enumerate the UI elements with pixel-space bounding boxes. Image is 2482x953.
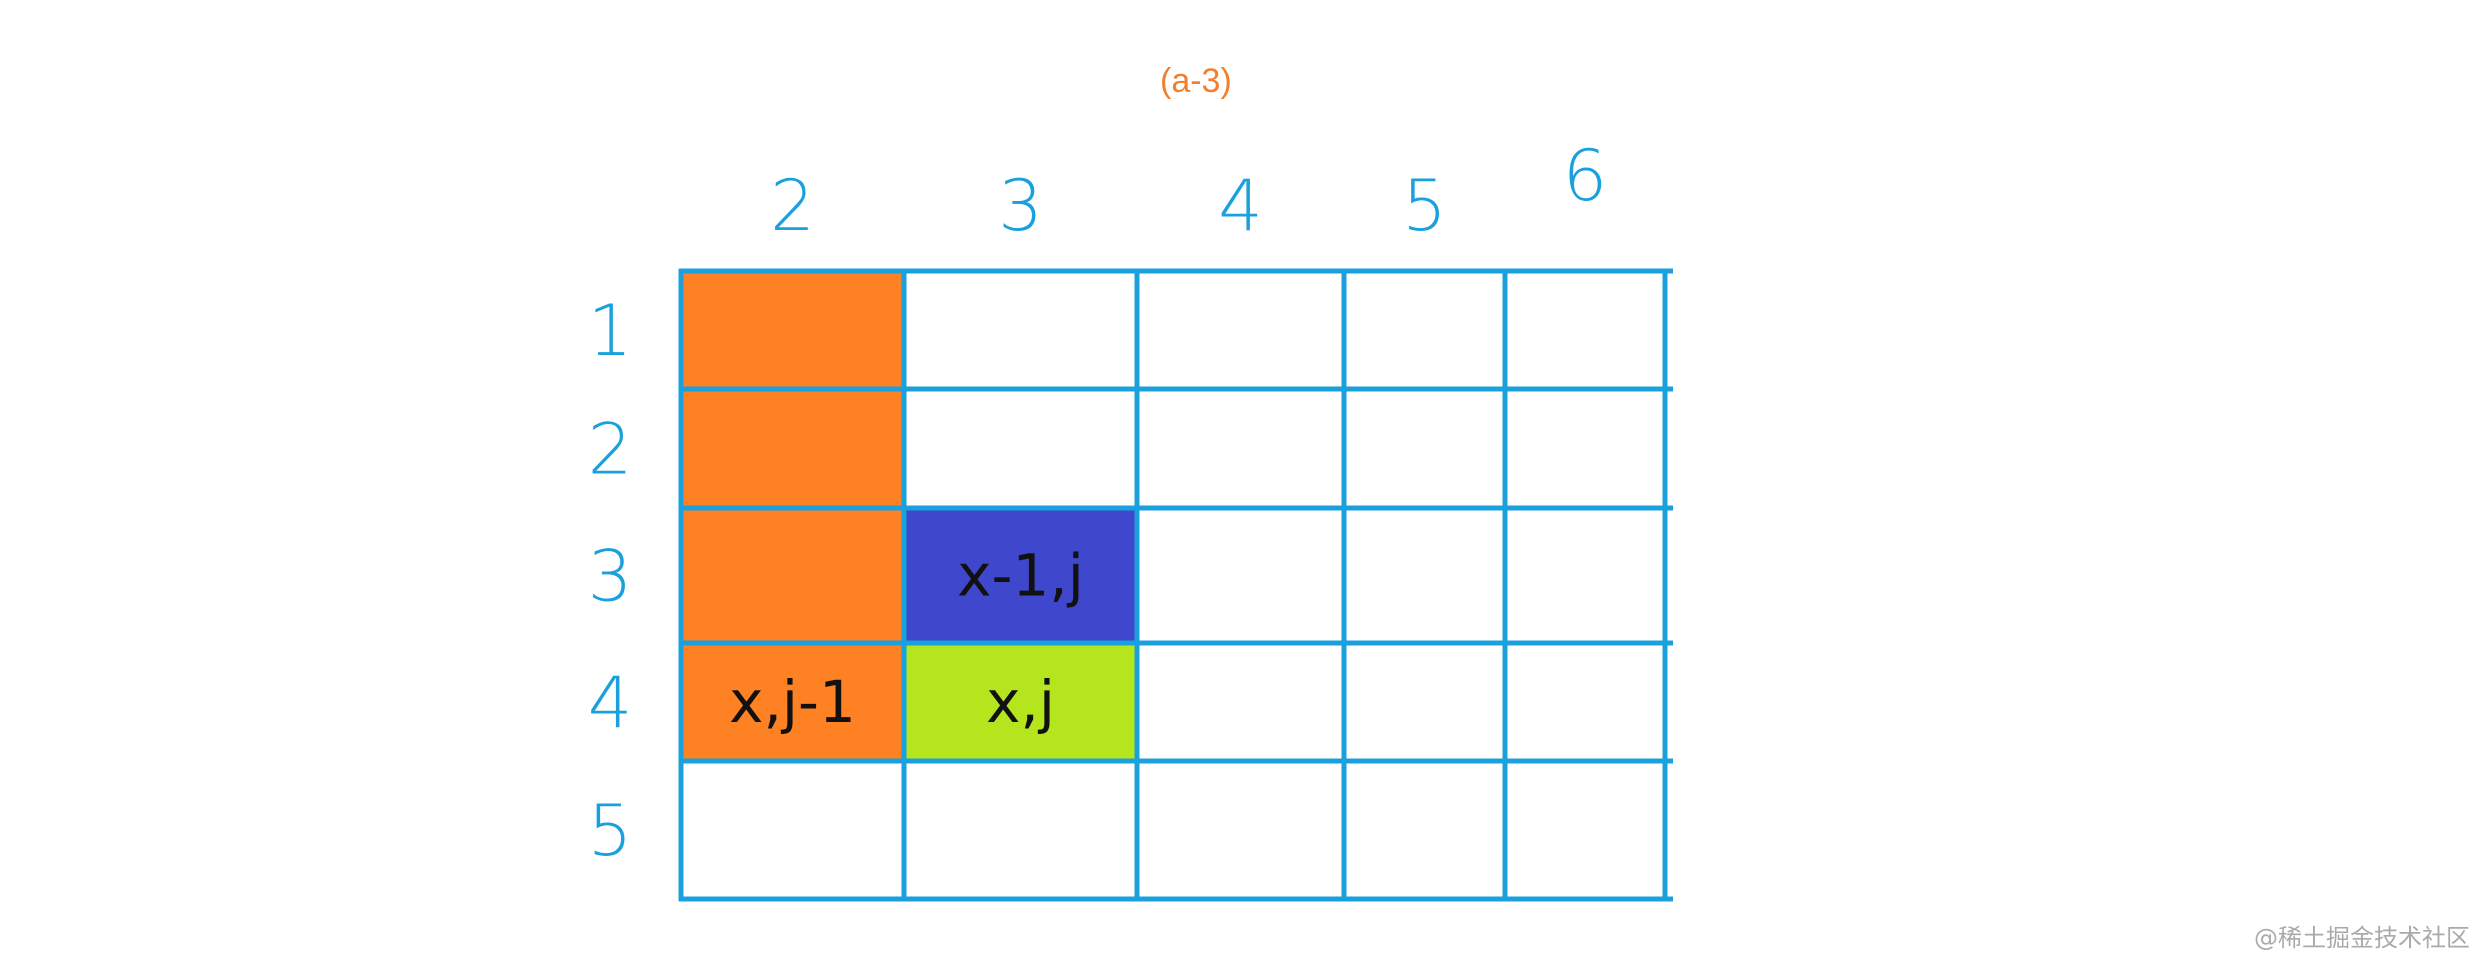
column-label: 3 [998, 165, 1043, 247]
cell-orange [681, 508, 904, 643]
cell-lime [904, 643, 1137, 761]
figure-title: (a-3) [1160, 62, 1232, 100]
column-label: 4 [1218, 165, 1263, 247]
cell-label: x,j [986, 668, 1055, 736]
row-label: 5 [588, 790, 633, 872]
watermark: @稀土掘金技术社区 [2254, 924, 2470, 952]
cell-label: x,j-1 [729, 668, 856, 736]
cell-orange [681, 643, 904, 761]
row-label: 3 [588, 536, 633, 618]
column-label: 6 [1563, 135, 1608, 217]
cell-label: x-1,j [957, 542, 1084, 610]
column-label: 2 [770, 165, 815, 247]
cell-orange [681, 271, 904, 389]
column-label: 5 [1402, 165, 1447, 247]
row-label: 1 [588, 290, 633, 372]
row-label: 4 [588, 662, 633, 744]
cell-orange [681, 389, 904, 508]
cell-blue [904, 508, 1137, 643]
row-label: 2 [588, 409, 633, 491]
